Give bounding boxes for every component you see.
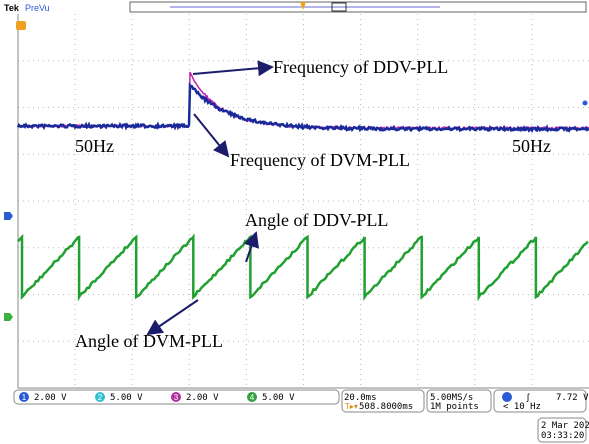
- arrow: [193, 67, 272, 74]
- channel-scale: 5.00 V: [262, 393, 295, 403]
- channel-scale: 2.00 V: [34, 393, 67, 403]
- date: 2 Mar 2021: [541, 421, 589, 431]
- trace-angle: [18, 237, 588, 297]
- scope-screen: Tek PreVu Frequency of DDV-PLL Frequency…: [0, 0, 589, 444]
- trigger-source: [502, 392, 512, 402]
- annotation: 50Hz: [512, 136, 551, 156]
- record-length: 1M points: [430, 402, 479, 412]
- ch1-marker: [16, 21, 26, 30]
- channel-scale: 5.00 V: [110, 393, 143, 403]
- channel-scale: 2.00 V: [186, 393, 219, 403]
- brand: Tek: [4, 3, 20, 13]
- position: 508.8000ms: [359, 402, 413, 412]
- annotation: Angle of DDV-PLL: [245, 210, 388, 230]
- trigger-freq: < 10 Hz: [503, 402, 541, 412]
- annotation: Frequency of DVM-PLL: [230, 150, 410, 170]
- position-icon: T▸▾: [345, 402, 358, 411]
- arrow: [148, 300, 198, 334]
- trace-ddv-freq: [18, 72, 589, 129]
- channel-number: 4: [250, 393, 255, 402]
- annotation: 50Hz: [75, 136, 114, 156]
- channel-number: 2: [98, 393, 103, 402]
- trigger-level: 7.72 V: [556, 393, 589, 403]
- level-marker: [583, 101, 588, 106]
- ch-marker: [4, 212, 13, 220]
- channel-number: 1: [22, 393, 27, 402]
- arrow: [194, 114, 228, 156]
- annotation: Frequency of DDV-PLL: [273, 57, 448, 77]
- channel-number: 3: [174, 393, 179, 402]
- mode: PreVu: [25, 3, 50, 13]
- time: 03:33:20: [541, 431, 584, 441]
- ch-marker: [4, 313, 13, 321]
